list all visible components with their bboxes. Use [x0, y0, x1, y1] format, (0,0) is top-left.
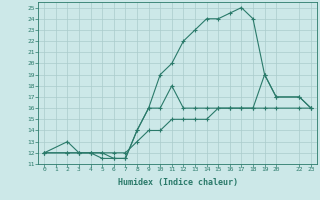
X-axis label: Humidex (Indice chaleur): Humidex (Indice chaleur) — [118, 178, 238, 187]
